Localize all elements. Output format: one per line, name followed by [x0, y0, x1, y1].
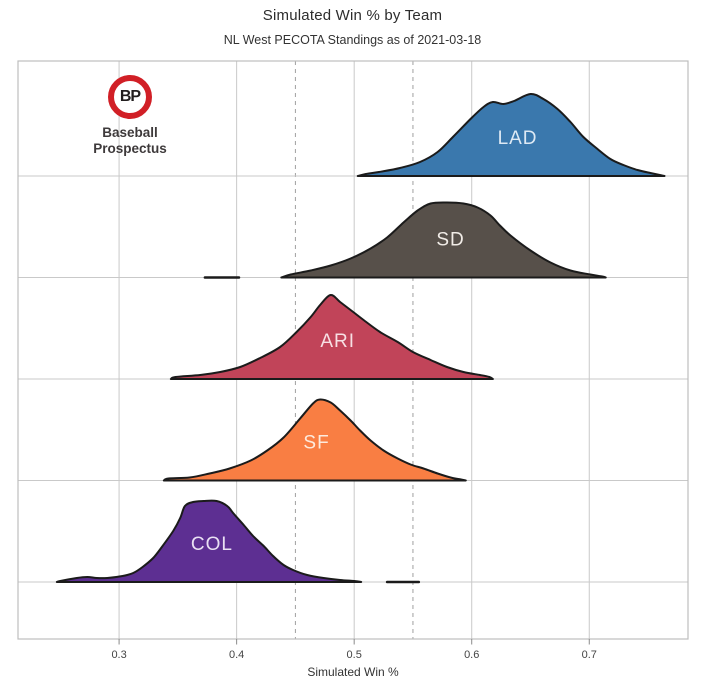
chart-title: Simulated Win % by Team [262, 7, 443, 24]
curve-label-sf: SF [303, 433, 329, 454]
x-axis-title: Simulated Win % [307, 665, 399, 679]
density-sf [162, 398, 467, 482]
curve-label-ari: ARI [320, 331, 355, 352]
x-tick-label: 0.5 [347, 649, 362, 661]
bp-wordmark-line2: Prospectus [93, 141, 167, 157]
x-tick-label: 0.7 [582, 649, 597, 661]
curve-label-sd: SD [436, 230, 464, 251]
plot-border [17, 60, 689, 640]
density-ari [169, 293, 494, 380]
chart-subtitle: NL West PECOTA Standings as of 2021-03-1… [223, 33, 482, 47]
bp-ring-icon: BP [108, 75, 152, 119]
density-sd [280, 201, 607, 279]
x-tick-label: 0.6 [464, 649, 479, 661]
x-tick-label: 0.3 [111, 649, 126, 661]
baseball-prospectus-logo: BP Baseball Prospectus [76, 75, 184, 157]
bp-wordmark: Baseball Prospectus [76, 125, 184, 157]
density-col [55, 499, 363, 583]
bp-wordmark-line1: Baseball [102, 125, 158, 140]
bp-monogram: BP [119, 88, 141, 105]
x-tick-label: 0.4 [229, 649, 244, 661]
density-lad [356, 92, 666, 177]
curve-label-col: COL [191, 534, 233, 555]
curve-label-lad: LAD [498, 128, 538, 149]
